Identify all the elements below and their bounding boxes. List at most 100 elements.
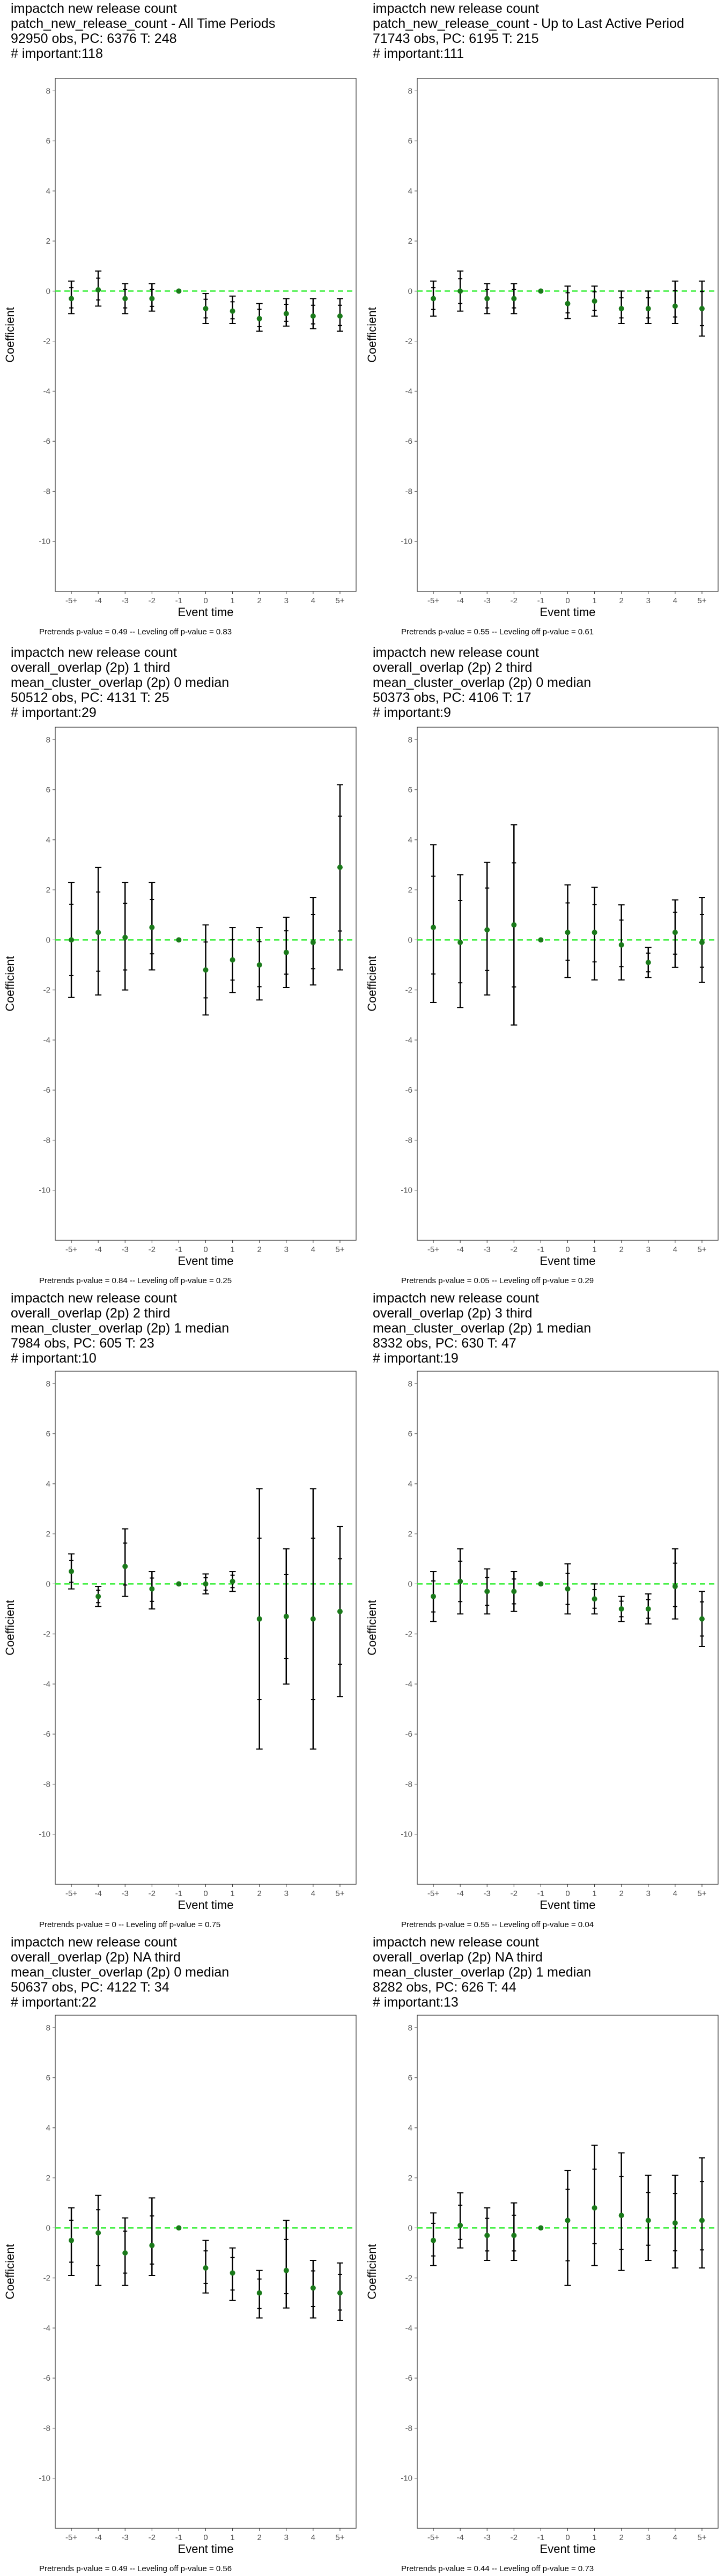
y-tick-label: -4 (43, 387, 50, 396)
x-axis-label: Event time (178, 1254, 234, 1268)
y-tick-label: 4 (408, 836, 412, 845)
x-tick-label: 3 (646, 1889, 651, 1898)
x-tick-label: -5+ (427, 1889, 439, 1898)
x-tick-label: 5+ (335, 1245, 344, 1254)
coefficient-point (538, 288, 544, 294)
x-tick-label: 2 (257, 1245, 262, 1254)
y-tick-label: -4 (405, 2324, 412, 2333)
y-tick-label: 0 (408, 935, 412, 945)
x-tick-label: -5+ (65, 1889, 77, 1898)
chart-title-line: mean_cluster_overlap (2p) 0 median (373, 675, 591, 690)
x-tick-label: 4 (311, 2533, 315, 2542)
y-tick-label: 6 (46, 786, 50, 795)
x-tick-label: -4 (94, 2533, 101, 2542)
x-tick-label: -1 (537, 1245, 544, 1254)
y-tick-label: 2 (408, 237, 412, 246)
x-tick-label: -1 (537, 596, 544, 605)
x-tick-label: 3 (284, 1245, 289, 1254)
x-tick-label: -3 (122, 1245, 129, 1254)
y-tick-label: -4 (43, 1680, 50, 1689)
error-bar (283, 917, 290, 988)
y-tick-label: -8 (405, 2424, 412, 2433)
chart-title-line: mean_cluster_overlap (2p) 1 median (11, 1321, 229, 1336)
x-tick-label: 5+ (335, 1889, 344, 1898)
x-tick-label: -5+ (427, 2533, 439, 2542)
coefficient-point (484, 296, 490, 302)
y-tick-label: 0 (408, 2223, 412, 2233)
chart-title-line: # important:29 (11, 705, 97, 720)
x-tick-label: 4 (673, 596, 677, 605)
chart-title-line: 50637 obs, PC: 4122 T: 34 (11, 1980, 169, 1995)
coefficient-point (122, 1563, 128, 1569)
y-tick-label: -2 (43, 1630, 50, 1639)
coefficient-point (457, 288, 463, 294)
y-tick-label: 4 (408, 2124, 412, 2133)
y-tick-label: 4 (408, 187, 412, 196)
chart-title-line: impactch new release count (11, 1, 177, 16)
coefficient-point (645, 2218, 651, 2223)
coefficient-point (176, 2225, 182, 2231)
y-tick-label: -10 (401, 537, 412, 546)
chart-title-line: impactch new release count (373, 1291, 539, 1306)
error-bar (671, 280, 678, 325)
error-bar (457, 2192, 464, 2249)
y-tick-label: -10 (39, 1830, 50, 1839)
coefficient-point (592, 1596, 597, 1602)
x-tick-label: -3 (484, 1245, 491, 1254)
y-tick-label: 8 (46, 2023, 50, 2032)
coefficient-point (310, 1616, 316, 1622)
error-bar (698, 2157, 705, 2269)
coefficient-point (565, 2218, 571, 2223)
y-tick-label: -6 (405, 2374, 412, 2383)
error-bar (95, 2194, 102, 2286)
x-tick-label: 4 (311, 596, 315, 605)
y-tick-label: 8 (408, 735, 412, 744)
x-tick-label: 3 (284, 596, 289, 605)
coefficient-point (618, 942, 624, 948)
y-tick-label: 0 (46, 287, 50, 296)
x-tick-label: 2 (619, 1245, 624, 1254)
event-study-chart: impactch new release countoverall_overla… (3, 1935, 357, 2573)
error-bar (122, 1528, 129, 1597)
coefficient-point (122, 296, 128, 302)
x-tick-label: 2 (619, 1889, 624, 1898)
pvalue-caption: Pretrends p-value = 0.55 -- Leveling off… (401, 627, 594, 636)
coefficient-point (283, 1614, 289, 1620)
coefficient-point (431, 296, 437, 302)
coefficient-point (645, 960, 651, 965)
x-tick-label: -2 (149, 1245, 156, 1254)
coefficient-point (672, 930, 678, 935)
coefficient-point (457, 1578, 463, 1584)
chart-title-line: impactch new release count (373, 1935, 539, 1950)
y-tick-label: -10 (39, 537, 50, 546)
chart-title-line: impactch new release count (11, 645, 177, 660)
y-tick-label: -2 (43, 2274, 50, 2283)
coefficient-point (283, 2267, 289, 2273)
y-tick-label: -4 (405, 1036, 412, 1045)
coefficient-point (538, 2225, 544, 2231)
coefficient-point (592, 2205, 597, 2211)
x-tick-label: -5+ (427, 1245, 439, 1254)
chart-title-line: 7984 obs, PC: 605 T: 23 (11, 1336, 154, 1351)
x-tick-label: 5+ (335, 596, 344, 605)
y-tick-label: -6 (405, 1086, 412, 1095)
y-tick-label: -4 (43, 2324, 50, 2333)
y-axis-label: Coefficient (3, 2244, 17, 2300)
x-tick-label: 4 (311, 1245, 315, 1254)
coefficient-point (484, 2233, 490, 2238)
coefficient-point (672, 1584, 678, 1590)
y-tick-label: 6 (46, 137, 50, 146)
chart-title-line: # important:19 (373, 1351, 459, 1366)
coefficient-point (122, 934, 128, 940)
x-axis-label: Event time (178, 2542, 234, 2556)
chart-title-line: 8282 obs, PC: 626 T: 44 (373, 1980, 516, 1995)
coefficient-point (484, 1589, 490, 1594)
x-tick-label: -3 (484, 2533, 491, 2542)
coefficient-point (122, 2250, 128, 2256)
coefficient-point (69, 1569, 75, 1575)
y-tick-label: -2 (43, 337, 50, 346)
x-tick-label: 0 (565, 1889, 570, 1898)
x-tick-label: 0 (203, 596, 208, 605)
y-tick-label: -6 (43, 437, 50, 446)
